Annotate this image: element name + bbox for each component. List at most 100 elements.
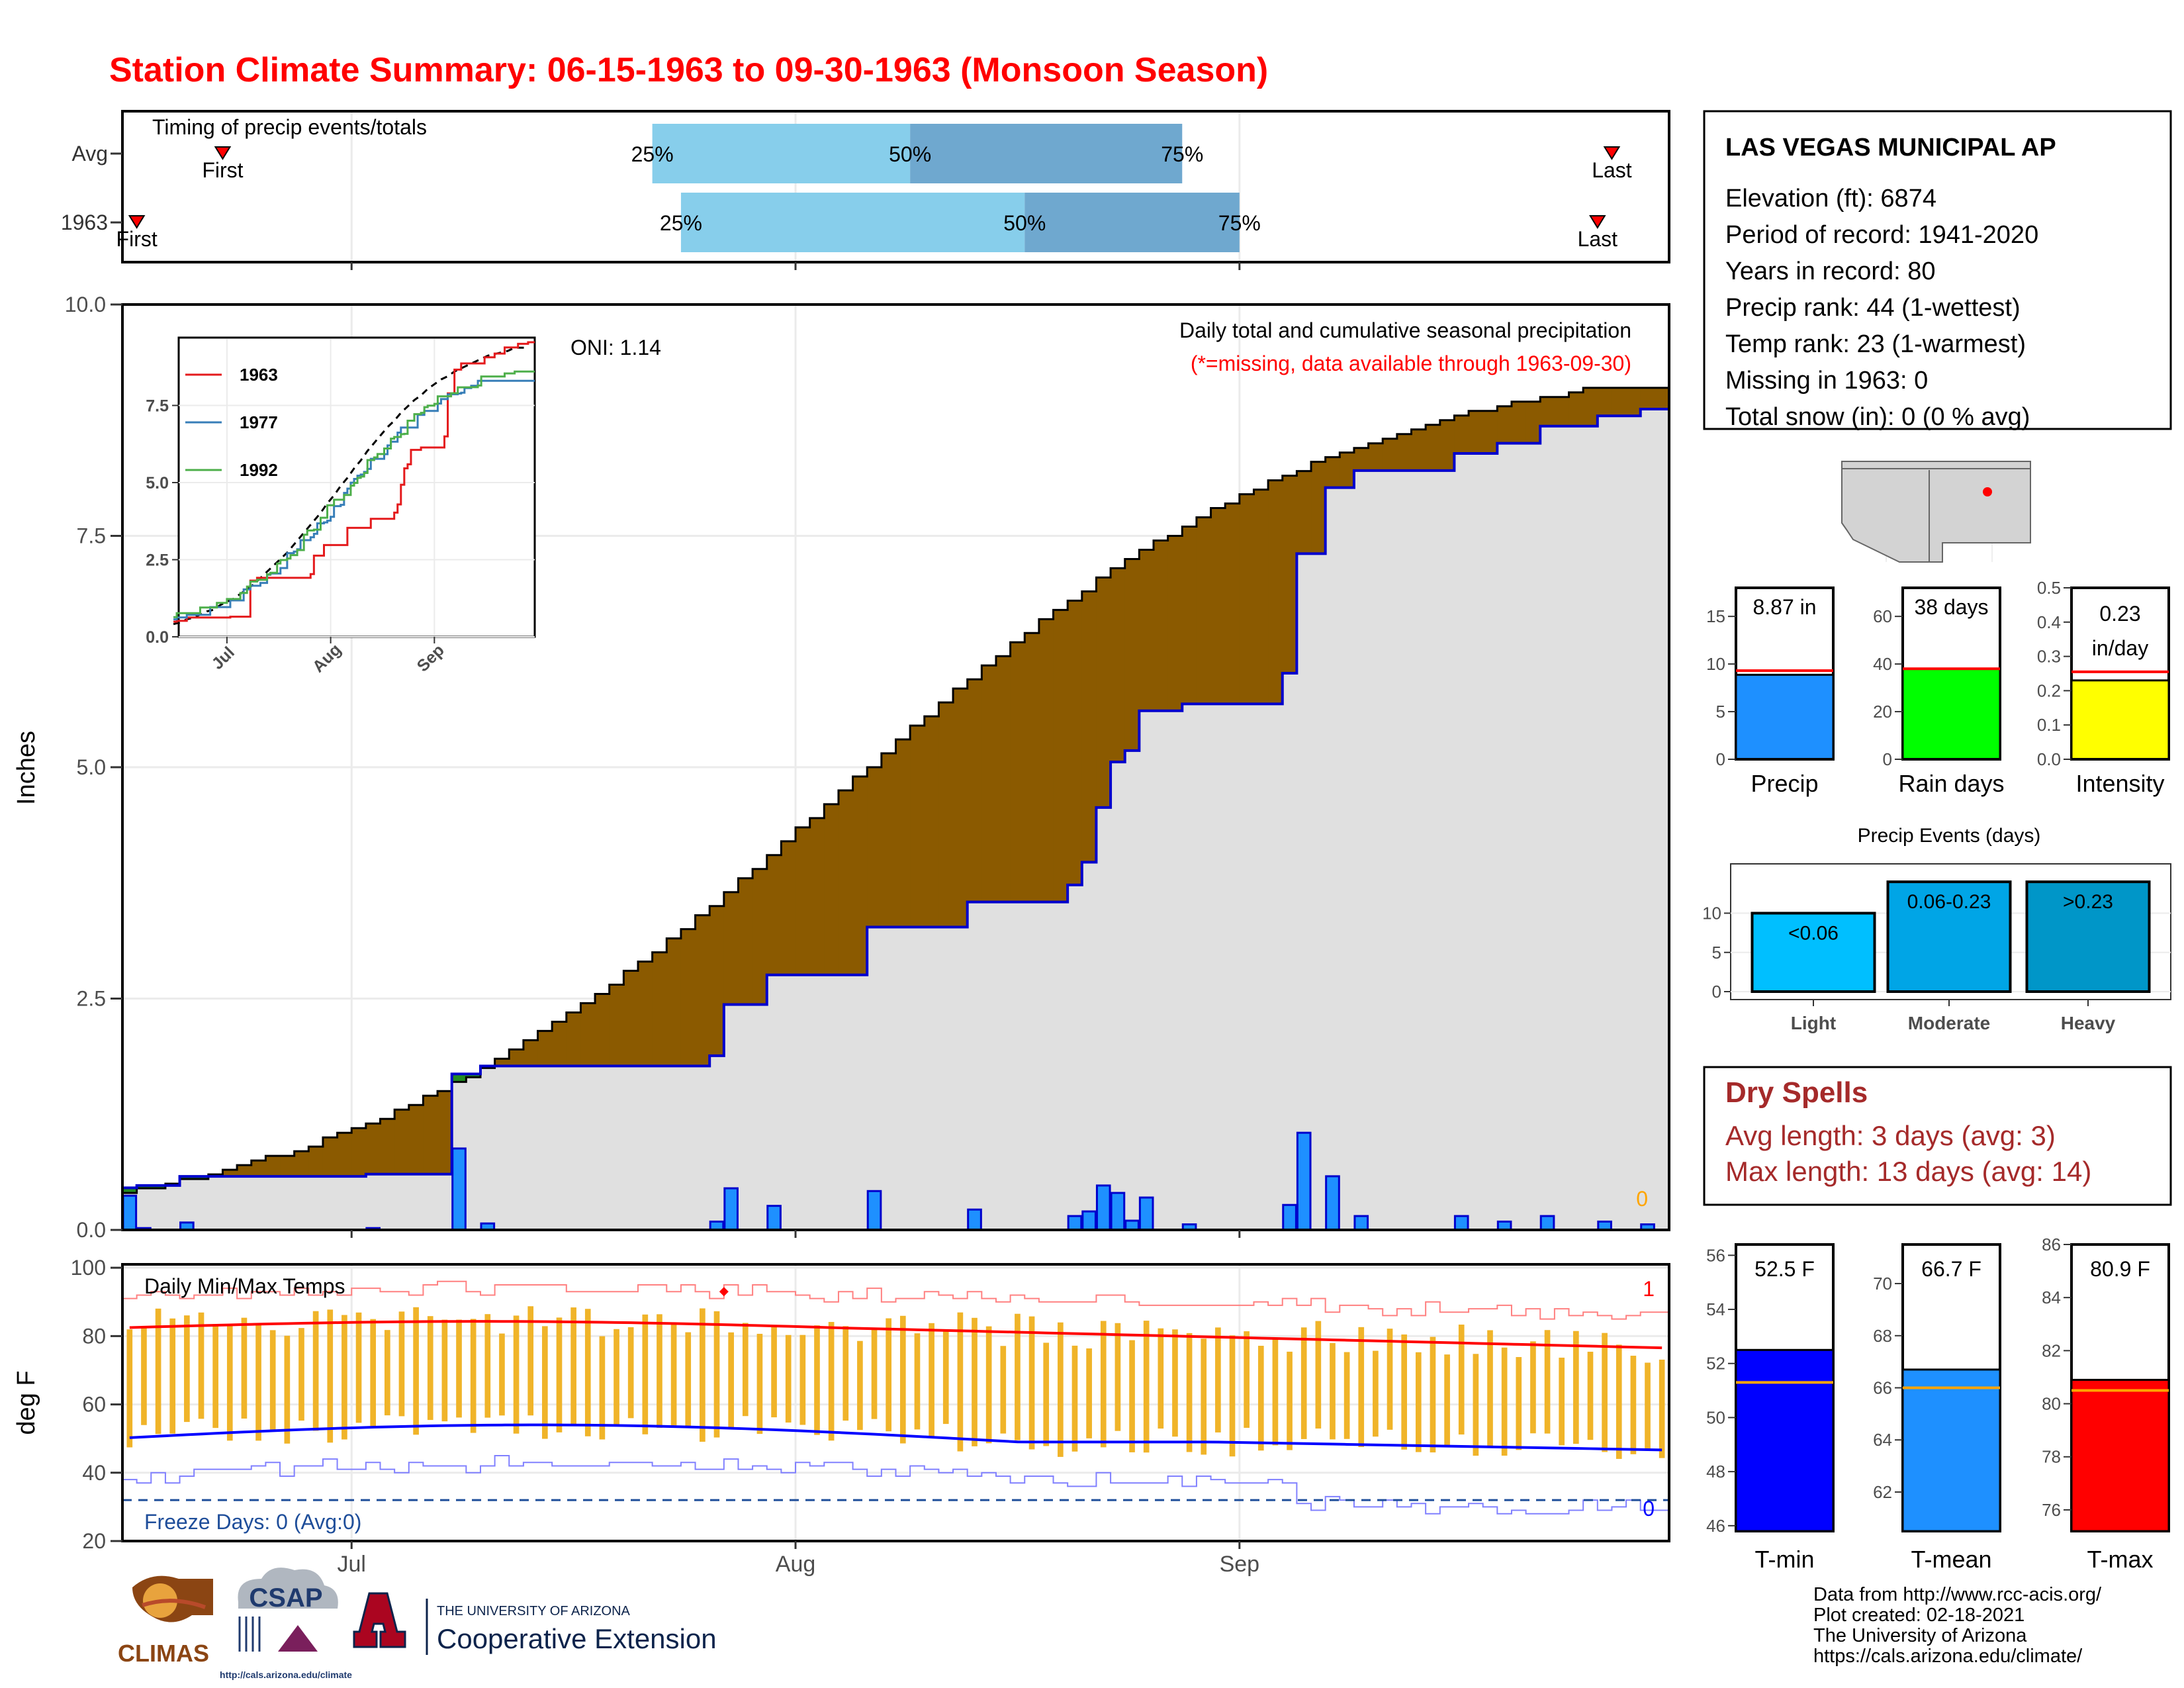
deficit-area: [1353, 447, 1369, 471]
daily-temp-bar: [1373, 1350, 1379, 1437]
station-location-dot: [1983, 487, 1992, 496]
temp-bar-label: T-max: [2087, 1546, 2153, 1573]
temp-bar-ytick-label: 56: [1706, 1245, 1725, 1265]
summary-bar-ytick-label: 20: [1873, 702, 1892, 722]
deficit-area: [652, 952, 667, 1066]
deficit-area: [237, 1165, 252, 1177]
events-bar-value-label: 0.06-0.23: [1907, 891, 1991, 913]
first-event-label: First: [202, 158, 243, 182]
daily-precip-bar: [866, 1190, 882, 1231]
daily-temp-bar: [484, 1314, 491, 1418]
footer-credits: Data from http://www.rcc-acis.org/ Plot …: [1813, 1584, 2102, 1667]
temp-bar-label: T-mean: [1911, 1546, 1991, 1573]
timing-row-label: Avg: [71, 142, 108, 165]
daily-temp-bar: [198, 1312, 205, 1419]
inset-line-1992: [173, 370, 535, 618]
deficit-area: [308, 1147, 324, 1177]
footer-line-2: Plot created: 02-18-2021: [1813, 1605, 2025, 1626]
first-event-marker: [214, 146, 232, 160]
daily-temp-bar: [1415, 1352, 1422, 1452]
deficit-area: [1454, 415, 1469, 454]
temp-bar-ytick-label: 80: [2042, 1394, 2061, 1414]
summary-bar-fill: [2070, 679, 2170, 761]
deficit-area: [709, 906, 725, 1056]
timing-q50-q75-bar: [1024, 193, 1240, 252]
daily-temp-bar: [742, 1323, 749, 1417]
csap-logo-text: CSAP: [249, 1583, 322, 1613]
inset-ytick-label: 2.5: [146, 551, 169, 570]
daily-temp-bar: [327, 1309, 334, 1443]
cumulative-1963-line: [122, 407, 1669, 1190]
daily-temp-bar: [899, 1315, 906, 1444]
record-high-count: 1: [1643, 1277, 1655, 1301]
last-event-label: Last: [1578, 227, 1618, 251]
deficit-area: [1268, 480, 1283, 704]
deficit-area: [838, 790, 854, 975]
surplus-area: [136, 1185, 152, 1189]
summary-bar-ytick-label: 0.2: [2037, 680, 2061, 700]
deficit-area: [365, 1123, 381, 1174]
summary-bar-ytick-label: 0.0: [2037, 749, 2061, 769]
deficit-area: [1239, 494, 1254, 704]
summary-bar-ytick-label: 0.1: [2037, 715, 2061, 735]
daily-temp-bar: [627, 1327, 634, 1419]
missing-count: 0: [1636, 1187, 1648, 1211]
daily-temp-bar: [1516, 1357, 1522, 1450]
deficit-area: [738, 878, 753, 1005]
surplus-area: [451, 1074, 467, 1082]
daily-precip-bar: [1110, 1192, 1126, 1231]
month-xtick-label: Sep: [1220, 1552, 1260, 1577]
daily-temp-bar: [857, 1340, 863, 1430]
daily-temp-bar: [1244, 1331, 1250, 1428]
summary-bar-fill: [1901, 667, 2001, 761]
deficit-area: [1068, 600, 1083, 885]
deficit-area: [623, 970, 639, 1066]
daily-temp-bar: [1257, 1346, 1264, 1451]
timing-pct-label: 75%: [1218, 211, 1261, 235]
daily-temp-bar: [527, 1306, 534, 1416]
summary-bar-label: Precip: [1751, 770, 1818, 797]
deficit-area: [981, 665, 997, 902]
daily-precip-bar: [451, 1147, 467, 1231]
deficit-area: [1010, 642, 1025, 902]
temp-bar-ytick-label: 82: [2042, 1340, 2061, 1360]
daily-precip-bar: [1539, 1215, 1555, 1231]
surplus-area: [122, 1188, 138, 1194]
deficit-area: [609, 984, 624, 1066]
deficit-area: [995, 656, 1011, 902]
daily-precip-bar: [723, 1187, 739, 1231]
deficit-area: [1612, 387, 1627, 416]
events-ytick-label: 10: [1702, 904, 1721, 923]
timing-title: Timing of precip events/totals: [152, 115, 427, 139]
average-low-line: [129, 1423, 1662, 1452]
precip-panel: 0.0 2.5 5.0 7.5 10.0 Inches Daily total and …: [13, 293, 1670, 1242]
deficit-area: [1383, 438, 1398, 471]
dry-spells-box: Dry Spells Avg length: 3 days (avg: 3) M…: [1703, 1066, 2172, 1206]
daily-temp-bar: [700, 1308, 705, 1442]
temp-bar-fill: [1735, 1348, 1835, 1532]
surplus-area: [466, 1074, 481, 1078]
daily-temp-bar: [1115, 1323, 1121, 1431]
deficit-area: [680, 929, 696, 1066]
station-info-line: Missing in 1963: 0: [1725, 367, 1928, 395]
deficit-area: [695, 915, 710, 1066]
deficit-area: [824, 804, 839, 975]
temp-bar-ytick-label: 84: [2042, 1288, 2061, 1307]
daily-temp-bar: [570, 1307, 576, 1425]
deficit-area: [1340, 452, 1355, 488]
daily-precip-bar: [122, 1194, 138, 1231]
inset-ytick-label: 0.0: [146, 628, 169, 647]
daily-precip-bar: [1124, 1219, 1140, 1231]
inset-legend-label: 1977: [240, 412, 278, 432]
dry-spells-avg: Avg length: 3 days (avg: 3): [1725, 1120, 2056, 1151]
deficit-area: [1225, 503, 1240, 704]
daily-temp-bar: [169, 1318, 176, 1434]
daily-temp-bar: [814, 1325, 820, 1435]
first-event-label: First: [116, 227, 158, 251]
daily-temp-bar: [1458, 1325, 1465, 1435]
daily-precip-bar: [1067, 1215, 1083, 1231]
timing-pct-label: 75%: [1161, 142, 1203, 166]
deficit-area: [967, 679, 982, 902]
